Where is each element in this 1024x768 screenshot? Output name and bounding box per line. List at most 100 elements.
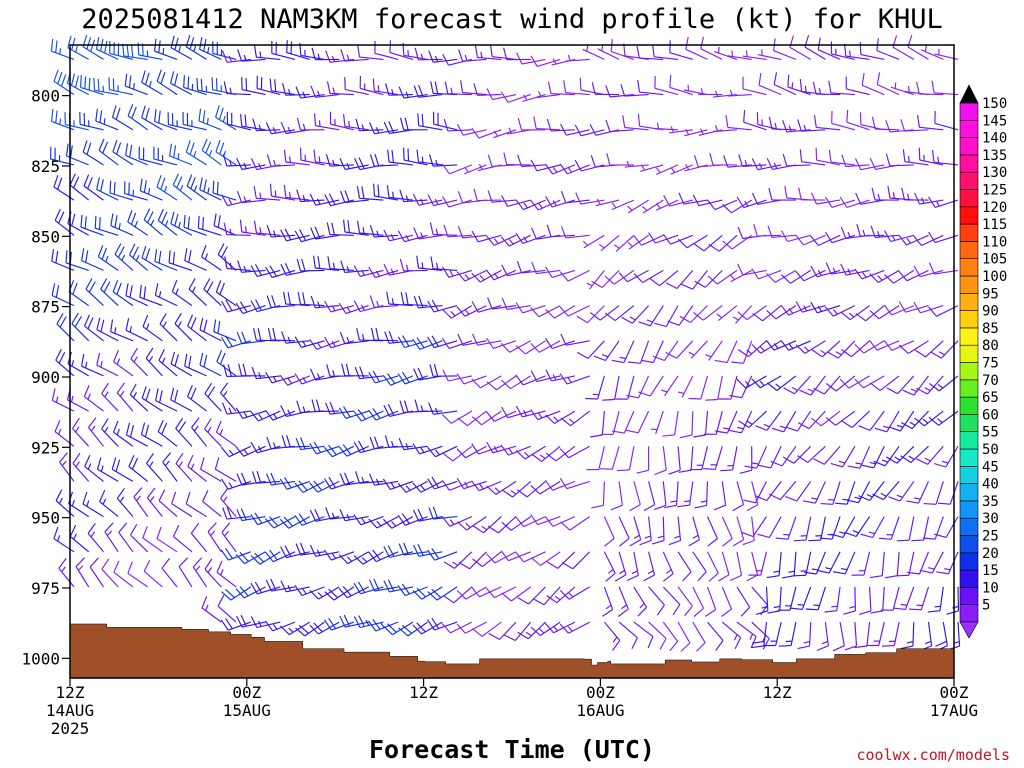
wind-barb — [873, 445, 900, 467]
barb-feather — [841, 420, 853, 429]
barb-feather — [157, 419, 164, 432]
barb-feather — [693, 312, 704, 321]
wind-barb — [125, 283, 148, 307]
barb-feather — [880, 492, 887, 497]
barb-feather — [219, 352, 226, 365]
wind-barb — [870, 586, 885, 614]
wind-barb — [763, 621, 782, 647]
barb-shaft — [567, 305, 590, 317]
barb-feather — [501, 406, 509, 418]
barb-shaft — [142, 326, 163, 342]
barb-feather — [55, 348, 62, 361]
wind-barb — [296, 189, 325, 203]
colorbar-label: 45 — [982, 459, 999, 475]
wind-barb — [265, 516, 296, 529]
wind-barb — [787, 74, 811, 96]
wind-barb — [296, 117, 325, 131]
barb-feather — [317, 592, 323, 598]
barb-feather — [622, 115, 626, 128]
barb-feather — [368, 409, 377, 421]
barb-shaft — [84, 325, 104, 342]
barb-feather — [924, 457, 931, 462]
barb-feather — [515, 405, 523, 418]
barb-feather — [428, 507, 434, 520]
wind-barb — [154, 249, 178, 271]
wind-barb — [98, 138, 119, 166]
barb-shaft — [507, 94, 531, 103]
wind-barb — [171, 491, 193, 518]
barb-shaft — [686, 234, 708, 249]
barb-feather — [116, 142, 122, 155]
barb-feather — [55, 489, 63, 501]
barb-feather — [339, 473, 346, 486]
barb-shaft — [469, 551, 487, 570]
barb-feather — [72, 452, 81, 464]
wind-barb — [190, 522, 208, 553]
wind-barb — [213, 213, 237, 236]
barb-feather — [222, 507, 228, 520]
barb-feather — [768, 116, 773, 130]
barb-feather — [500, 91, 509, 103]
barb-feather — [559, 306, 569, 317]
barb-feather — [129, 285, 133, 298]
wind-barb — [743, 109, 767, 131]
barb-feather — [397, 514, 406, 526]
barb-feather — [235, 407, 244, 419]
barb-feather — [369, 154, 375, 167]
barb-feather — [164, 460, 170, 467]
barb-shaft — [87, 533, 104, 553]
barb-feather — [861, 73, 865, 86]
wind-barb — [816, 551, 841, 574]
barb-shaft — [793, 445, 812, 464]
barb-shaft — [204, 428, 222, 447]
barb-feather — [797, 455, 809, 463]
barb-feather — [148, 188, 151, 195]
barb-feather — [471, 272, 481, 283]
barb-feather — [113, 560, 120, 573]
barb-feather — [361, 557, 368, 563]
barb-shaft — [142, 537, 163, 553]
barb-shaft — [226, 164, 251, 167]
wind-barb — [67, 351, 89, 377]
barb-feather — [936, 571, 949, 575]
barb-feather — [158, 291, 162, 298]
barb-shaft — [828, 551, 841, 574]
barb-feather — [515, 449, 526, 460]
barb-feather — [858, 425, 871, 431]
barb-shaft — [552, 480, 576, 491]
wind-barb — [771, 410, 797, 433]
wind-barb — [368, 516, 399, 529]
barb-feather — [236, 158, 243, 170]
barb-feather — [236, 190, 243, 203]
wind-barb — [170, 211, 193, 236]
wind-barb — [368, 578, 399, 592]
wind-barb — [637, 113, 664, 131]
barb-feather — [346, 337, 350, 344]
wind-barb — [442, 54, 472, 66]
wind-barb — [88, 417, 104, 447]
barb-feather — [148, 80, 152, 88]
barb-feather — [243, 411, 248, 418]
wind-barb — [516, 52, 546, 65]
barb-feather — [265, 620, 274, 632]
wind-barb — [847, 446, 871, 469]
wind-barb — [737, 226, 767, 240]
barb-feather — [654, 504, 667, 511]
wind-barb — [736, 621, 757, 649]
wind-barb — [732, 516, 745, 547]
wind-barb — [603, 516, 615, 547]
credit-link[interactable]: coolwx.com/models — [856, 746, 1010, 764]
barb-shaft — [95, 227, 119, 236]
wind-barb — [69, 173, 90, 201]
barb-feather — [708, 572, 719, 582]
wind-barb — [916, 81, 944, 96]
wind-barb — [732, 305, 753, 324]
barb-feather — [924, 387, 931, 392]
barb-feather — [596, 198, 601, 205]
barb-shaft — [736, 516, 745, 540]
wind-barb — [795, 340, 826, 354]
barb-feather — [250, 582, 258, 595]
barb-feather — [901, 187, 906, 201]
barb-shaft — [523, 551, 546, 563]
barb-shaft — [681, 375, 694, 398]
